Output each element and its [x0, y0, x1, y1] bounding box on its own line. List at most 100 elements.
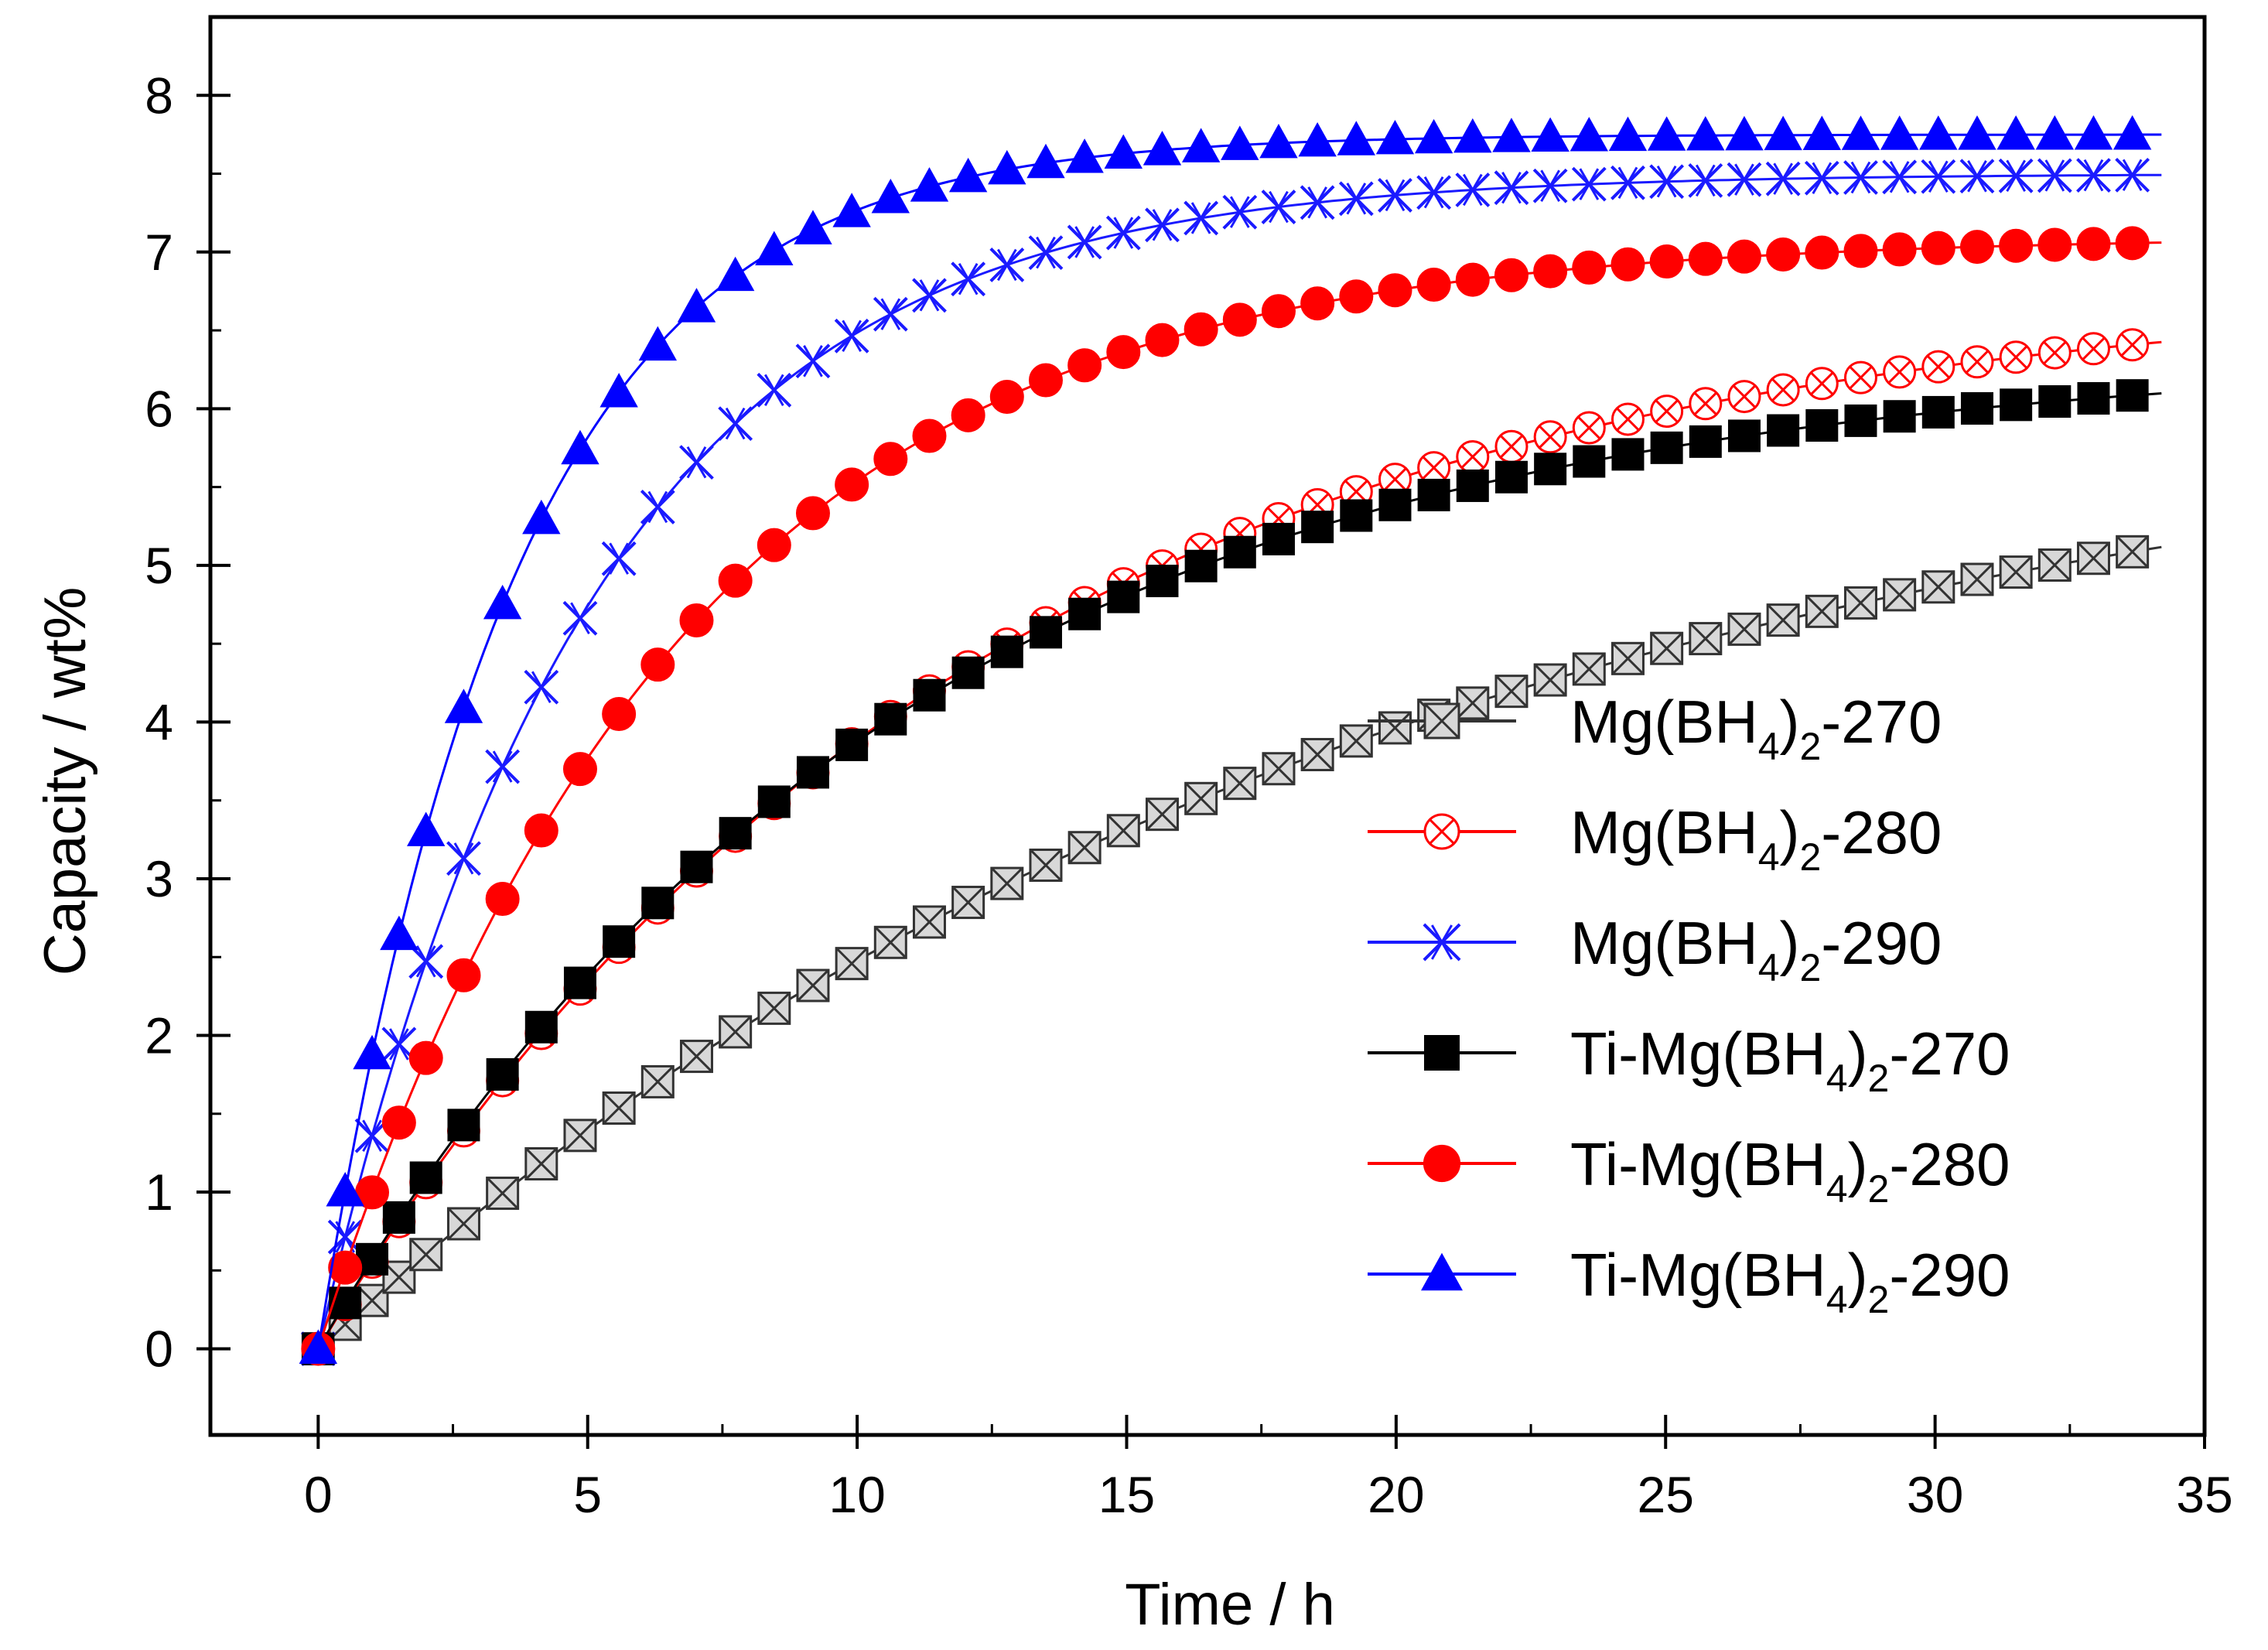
legend-label-subscript: 4 [1758, 946, 1780, 989]
legend-marker [1423, 923, 1461, 962]
data-point [1378, 273, 1412, 308]
data-point [1921, 395, 1955, 429]
data-point [483, 584, 522, 620]
data-point [1222, 194, 1258, 230]
data-point [638, 326, 678, 361]
marker-x-inner [362, 1119, 382, 1152]
legend-entry-2: Mg(BH4)2-290 [1368, 909, 1942, 989]
data-point [1104, 134, 1143, 169]
marker-cross [1378, 711, 1412, 745]
legend-label-part: ) [1848, 1130, 1868, 1198]
data-point [1261, 190, 1296, 224]
data-point [1106, 335, 1141, 370]
marker-cross [2120, 333, 2145, 357]
legend-entry-5: Ti-Mg(BH4)2-290 [1368, 1241, 2010, 1321]
marker-cross [524, 1147, 558, 1180]
data-point [1414, 118, 1453, 154]
marker-x-inner [763, 374, 784, 406]
data-point [446, 1207, 480, 1241]
data-point [1727, 239, 1761, 274]
data-point [757, 372, 792, 408]
legend-label-subscript: 2 [1868, 1278, 1890, 1321]
data-point [1999, 340, 2033, 374]
data-point [757, 991, 791, 1025]
data-point [835, 728, 869, 761]
data-point [990, 635, 1023, 668]
data-point [524, 1146, 558, 1180]
data-point [873, 925, 907, 959]
data-point [1028, 363, 1063, 398]
marker-cross [1887, 360, 1912, 384]
marker-cross [1809, 371, 1834, 396]
marker-cross [1921, 570, 1955, 603]
data-point [2074, 115, 2113, 150]
legend-label: Mg(BH4)2-270 [1570, 688, 1942, 768]
axes-layer: 0 5 10 15 20 25 30 35 0 1 2 3 4 5 6 7 8 [145, 15, 2233, 1523]
marker-cross [1650, 632, 1683, 665]
data-point [1766, 373, 1800, 407]
data-point [1921, 159, 1956, 194]
data-point [2037, 548, 2072, 582]
data-point [1611, 438, 1645, 471]
data-point [1338, 181, 1374, 217]
data-point [1223, 535, 1256, 569]
data-point [1222, 302, 1257, 337]
data-point [1998, 158, 2034, 193]
data-point [1492, 118, 1531, 152]
marker-x-inner [453, 842, 474, 875]
data-point [1453, 118, 1492, 153]
data-point [948, 157, 988, 193]
marker-x-inner [570, 602, 590, 634]
data-point [1767, 414, 1800, 447]
data-point [755, 231, 794, 266]
legend-label-part: ) [1848, 1241, 1868, 1309]
data-point [1532, 168, 1568, 203]
data-point [1221, 125, 1259, 160]
data-point [1378, 488, 1412, 521]
data-point [1688, 241, 1723, 276]
marker-cross [1460, 445, 1485, 469]
y-tick-label: 8 [145, 67, 173, 124]
data-point [1416, 268, 1451, 302]
legend-marker [1423, 702, 1460, 740]
marker-cross [2116, 535, 2149, 569]
marker-x-inner [1889, 161, 1910, 193]
data-point [873, 442, 908, 477]
marker-cross [1146, 798, 1179, 831]
data-point [1494, 429, 1529, 463]
marker-cross [757, 992, 791, 1025]
marker-cross [1422, 456, 1447, 480]
data-point [1725, 115, 1764, 151]
marker-cross [1767, 603, 1800, 637]
marker-cross [1344, 480, 1368, 504]
data-point [1883, 578, 1917, 612]
x-tick-label: 25 [1638, 1466, 1694, 1523]
marker-cross [1960, 562, 1994, 596]
marker-cross [2082, 336, 2106, 361]
data-point [1650, 431, 1683, 464]
marker-cross [913, 905, 946, 939]
data-point [1145, 207, 1180, 243]
legend-label-part: Ti-Mg(BH [1570, 1130, 1826, 1198]
data-point [988, 149, 1026, 185]
data-point [796, 756, 829, 789]
data-point [1647, 116, 1686, 151]
data-point [1805, 367, 1839, 401]
data-point [1375, 119, 1415, 155]
data-point [2113, 114, 2152, 150]
marker-x-inner [492, 750, 513, 783]
data-point [1416, 175, 1452, 210]
data-point [407, 811, 446, 846]
data-point [1107, 580, 1140, 613]
data-point [408, 1040, 443, 1075]
legend-label: Ti-Mg(BH4)2-280 [1570, 1130, 2010, 1211]
data-point [326, 1171, 364, 1207]
legend-label-part: -280 [1821, 798, 1942, 866]
marker-cross [1576, 415, 1601, 440]
marker-cross [1068, 831, 1102, 864]
data-point [486, 1177, 520, 1211]
marker-x-inner [725, 407, 746, 440]
data-point [1456, 469, 1489, 502]
